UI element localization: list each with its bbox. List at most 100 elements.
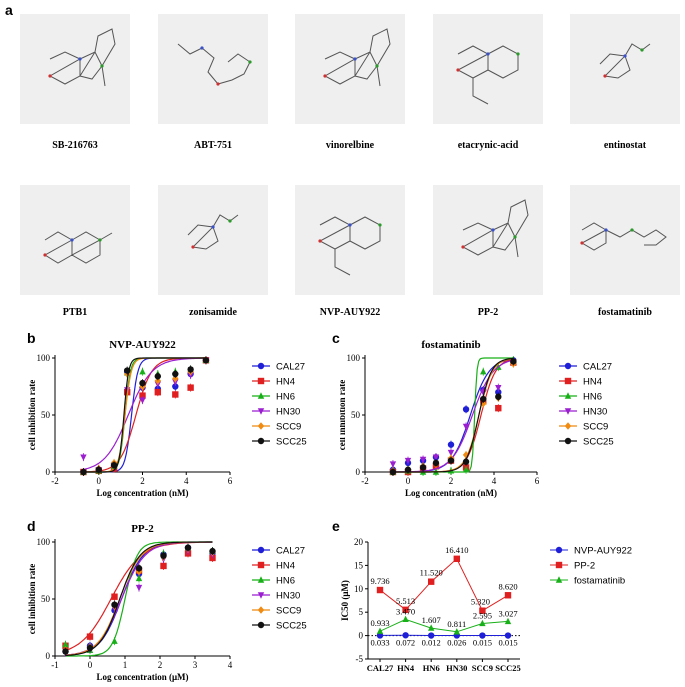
- data-point-HN4: [495, 404, 502, 412]
- data-point-fostamatinib: [479, 619, 486, 627]
- data-point-SCC25: [202, 357, 210, 364]
- data-point-HN30: [495, 384, 502, 392]
- data-point-HN4: [139, 392, 146, 399]
- compound-structure-image: [433, 14, 543, 124]
- panel-a-letter: a: [5, 2, 13, 18]
- y-tick-label: 50: [351, 410, 361, 420]
- data-point-SCC25: [447, 457, 455, 464]
- y-tick-label: 0: [46, 651, 51, 661]
- legend-marker: [564, 437, 572, 445]
- data-point-HN30: [419, 456, 427, 464]
- data-label: 0.933: [370, 618, 389, 628]
- fit-curve-HN6: [393, 357, 514, 473]
- legend-marker: [564, 362, 572, 370]
- y-axis-label: cell inhibition rate: [340, 380, 347, 451]
- chart-title: PP-2: [131, 523, 154, 535]
- legend-label-fostamatinib: fostamatinib: [574, 576, 625, 587]
- data-point-SCC25: [139, 379, 146, 387]
- x-tick-label: 6: [535, 476, 540, 486]
- data-point-HN6: [135, 574, 143, 582]
- data-point-SCC25: [404, 466, 412, 473]
- y-tick-label: 15: [354, 560, 364, 570]
- data-label: 0.026: [447, 637, 466, 647]
- legend-label-HN30: HN30: [276, 407, 300, 418]
- data-point-SCC25: [209, 547, 216, 555]
- y-tick-label: 10: [354, 584, 364, 594]
- y-tick-label: 100: [37, 353, 51, 363]
- fit-curve-HN4: [393, 358, 514, 473]
- legend-label-HN6: HN6: [276, 392, 295, 403]
- data-label: 0.015: [498, 638, 517, 648]
- legend-marker: [564, 392, 572, 399]
- data-point-HN30: [389, 461, 397, 468]
- x-tick-label: HN4: [397, 663, 415, 673]
- data-label: 0.015: [473, 638, 492, 648]
- legend-label-HN6: HN6: [583, 392, 602, 403]
- legend-marker: [257, 377, 265, 385]
- data-point-HN6: [462, 466, 470, 473]
- legend-marker: [257, 546, 265, 554]
- molecule-drawing: [461, 199, 529, 258]
- data-label: 5.513: [396, 596, 415, 606]
- chart-e-ic50: -5 0 5 10 15 20 CAL27 HN4 HN6 HN30 SCC9 SCC25 IC50 (…: [340, 537, 632, 673]
- legend-label-SCC25: SCC25: [276, 621, 307, 632]
- x-tick-label: -1: [51, 660, 59, 670]
- fit-curve-SCC9: [393, 358, 514, 473]
- legend-marker: [564, 422, 572, 430]
- data-point-HN30: [135, 584, 143, 592]
- legend-label-SCC25: SCC25: [583, 437, 614, 448]
- legend-marker: [257, 592, 265, 599]
- data-label: 3.027: [498, 608, 517, 618]
- panel-c-letter: c: [332, 330, 340, 346]
- legend-label-CAL27: CAL27: [583, 362, 612, 373]
- data-point-CAL27: [462, 406, 470, 413]
- legend-label-HN4: HN4: [276, 561, 295, 572]
- data-point-HN6: [139, 367, 146, 375]
- compound-name-label: etacrynic-acid: [457, 140, 519, 151]
- molecule-drawing: [580, 222, 667, 251]
- data-point-SCC25: [419, 464, 427, 471]
- data-point-fostamatinib: [402, 615, 409, 623]
- x-tick-label: 4: [184, 476, 189, 486]
- data-point-SCC25: [187, 366, 194, 373]
- legend-marker: [555, 561, 563, 569]
- x-tick-label: HN30: [446, 663, 467, 673]
- chart-title: NVP-AUY922: [109, 339, 176, 351]
- x-tick-label: 6: [228, 476, 233, 486]
- data-point-NVP-AUY922: [428, 632, 435, 639]
- data-point-SCC25: [80, 468, 87, 476]
- data-label: 9.736: [370, 576, 389, 586]
- data-point-HN30: [447, 449, 455, 457]
- data-point-NVP-AUY922: [504, 632, 512, 639]
- chart-title: fostamatinib: [421, 339, 480, 351]
- data-point-SCC25: [495, 393, 502, 400]
- y-axis-label: cell inhibition rate: [27, 380, 37, 451]
- molecule-drawing: [48, 28, 116, 87]
- compound-structure-image: [433, 185, 543, 295]
- legend-label-HN4: HN4: [276, 377, 295, 388]
- legend-label-HN30: HN30: [276, 591, 300, 602]
- data-point-SCC9: [154, 377, 162, 385]
- x-tick-label: 0: [97, 476, 102, 486]
- compound-name-label: fostamatinib: [598, 307, 652, 318]
- data-point-HN30: [80, 454, 87, 461]
- data-point-SCC25: [480, 395, 487, 403]
- data-point-PP-2: [402, 606, 409, 613]
- legend-label-NVP-AUY922: NVP-AUY922: [574, 546, 632, 557]
- compound-structure-image: [20, 14, 130, 124]
- y-tick-label: 0: [46, 467, 51, 477]
- data-point-SCC25: [184, 544, 192, 551]
- x-tick-label: -2: [51, 476, 59, 486]
- data-point-HN6: [62, 640, 69, 648]
- data-point-SCC25: [510, 358, 517, 365]
- data-point-SCC25: [154, 373, 162, 380]
- molecule-drawing: [318, 216, 382, 276]
- x-tick-label: 1: [123, 660, 128, 670]
- x-axis-label: Log concentration (nM): [97, 488, 189, 498]
- data-point-PP-2: [479, 607, 486, 614]
- compound-name-label: PP-2: [477, 307, 499, 318]
- molecule-drawing: [323, 28, 391, 87]
- x-tick-label: 0: [88, 660, 93, 670]
- series-line-fostamatinib: [379, 618, 509, 633]
